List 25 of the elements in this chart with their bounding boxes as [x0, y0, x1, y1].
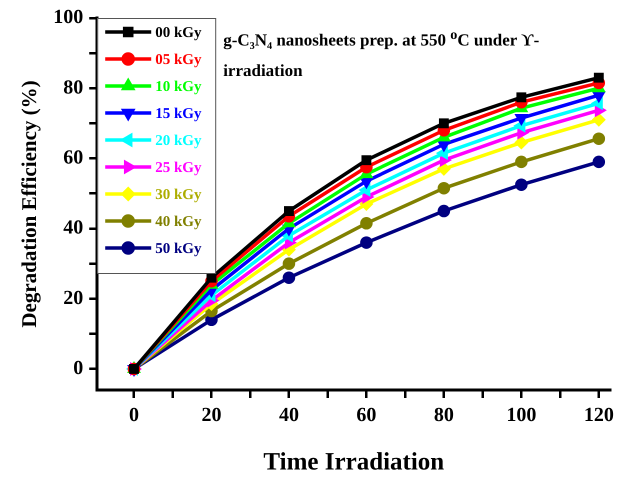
legend-label: 30 kGy: [155, 186, 202, 203]
y-tick-label: 0: [73, 357, 84, 380]
legend-label: 00 kGy: [155, 24, 202, 41]
legend-label: 25 kGy: [155, 160, 202, 176]
legend-label: 05 kGy: [155, 52, 202, 68]
y-tick-label: 60: [63, 146, 84, 169]
x-tick-label: 100: [506, 404, 536, 426]
legend-label: 20 kGy: [155, 132, 202, 149]
x-tick-label: 40: [278, 404, 299, 426]
x-tick-label: 80: [434, 404, 454, 426]
legend-label: 10 kGy: [155, 78, 202, 95]
legend-label: 50 kGy: [155, 240, 202, 257]
y-axis-title: Degradation Efficiency (%): [17, 80, 42, 328]
y-tick-label: 100: [53, 6, 84, 28]
legend-label: 40 kGy: [155, 214, 202, 230]
y-tick-label: 40: [63, 216, 84, 239]
x-tick-label: 20: [201, 404, 222, 426]
x-tick-label: 60: [356, 404, 376, 426]
x-tick-label: 0: [129, 404, 139, 426]
x-axis-title: Time Irradiation: [263, 448, 444, 476]
y-tick-label: 20: [63, 286, 84, 309]
x-tick-label: 120: [584, 404, 614, 426]
y-tick-label: 80: [63, 76, 84, 98]
legend-label: 15 kGy: [155, 106, 202, 122]
text: g-C₃N₄ nanosheets prep. at 550 $^{o}$C under ϒ-irradiation: [223, 27, 540, 80]
